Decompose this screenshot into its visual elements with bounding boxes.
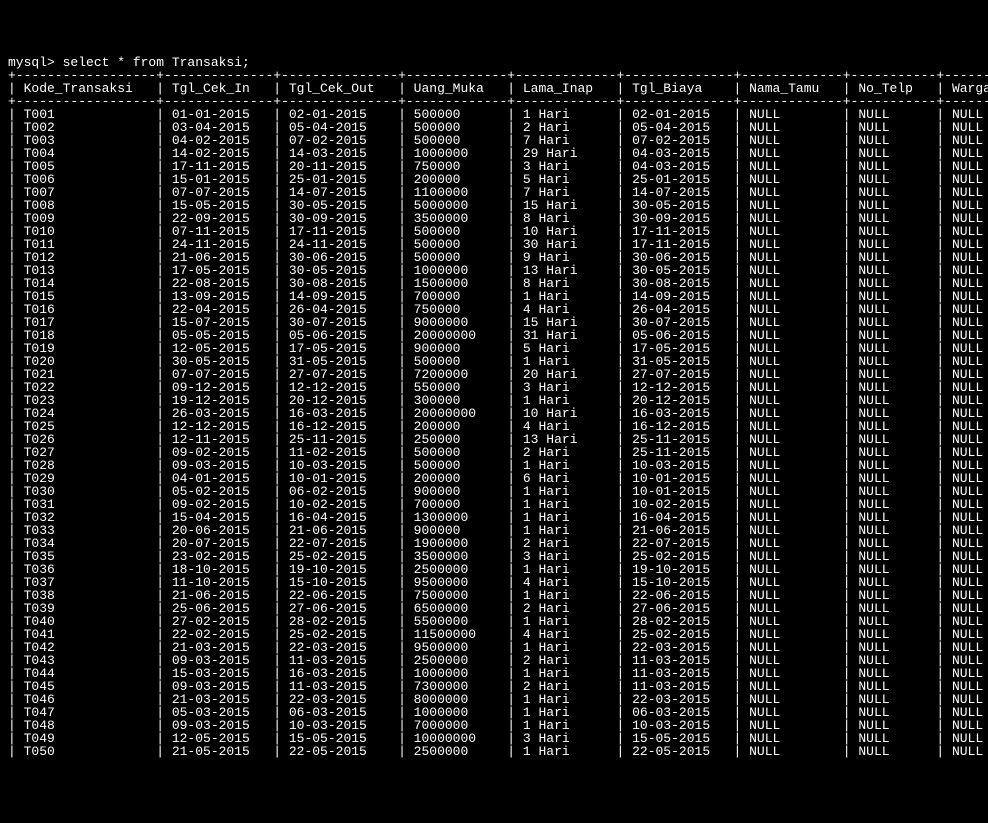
mysql-terminal[interactable]: mysql> select * from Transaksi; +-------… [8,56,980,758]
